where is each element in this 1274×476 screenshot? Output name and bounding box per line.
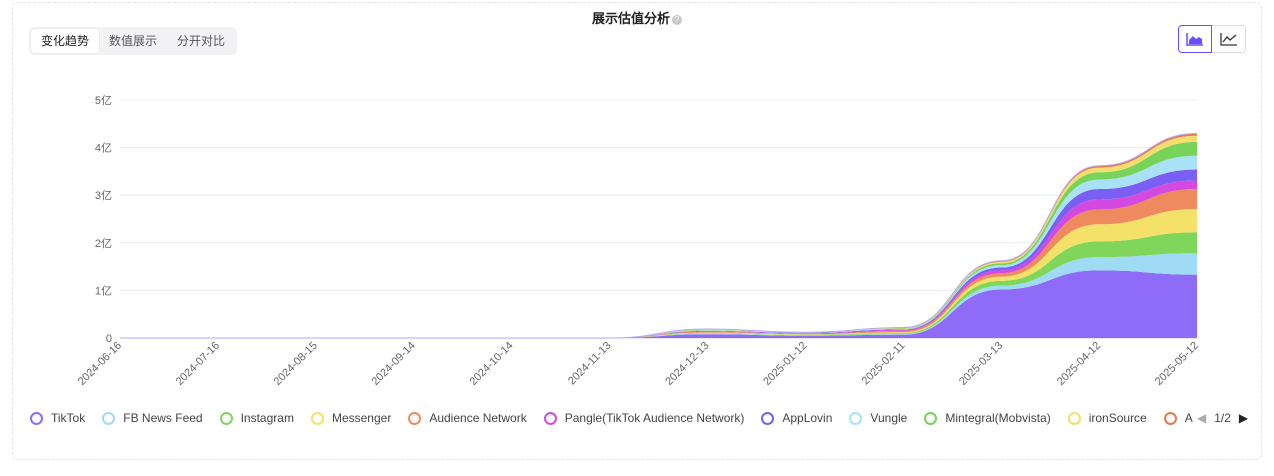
x-tick-label: 2024-07-16 <box>174 340 222 388</box>
legend-marker <box>102 411 116 425</box>
caret-right-icon[interactable]: ▶ <box>1238 411 1249 425</box>
y-tick-label: 3亿 <box>95 189 112 202</box>
series-area-1 <box>120 253 1197 338</box>
series-area-2 <box>120 232 1197 338</box>
legend-item[interactable]: Mintegral(Mobvista) <box>924 411 1051 425</box>
view-tabs: 变化趋势 数值展示 分开对比 <box>29 27 238 55</box>
chart-legend: TikTok FB News Feed Instagram Messenger Audi… <box>30 408 1210 428</box>
legend-item[interactable]: Audience Network <box>408 411 527 425</box>
legend-label: FB News Feed <box>123 411 203 425</box>
legend-item[interactable]: AppLovin <box>761 411 832 425</box>
x-tick-label: 2025-03-13 <box>957 340 1005 388</box>
legend-marker <box>849 411 863 425</box>
legend-marker <box>543 411 557 425</box>
legend-label: ironSource <box>1088 411 1147 425</box>
legend-item[interactable]: Messenger <box>310 411 392 425</box>
chart-title: 展示估值分析 <box>591 11 670 26</box>
legend-item[interactable]: TikTok <box>30 411 85 425</box>
legend-label: AppLovin <box>782 411 833 425</box>
legend-label: Messenger <box>331 411 392 425</box>
series-area-0 <box>120 270 1197 338</box>
legend-item[interactable]: Instagram <box>219 411 294 425</box>
legend-marker <box>1067 411 1081 425</box>
y-tick-label: 2亿 <box>95 237 112 250</box>
legend-marker <box>30 411 43 425</box>
area-chart-icon <box>1186 33 1203 46</box>
legend-label: Instagram <box>240 411 294 425</box>
legend-marker <box>1163 411 1177 425</box>
y-tick-label: 0 <box>106 333 112 345</box>
tab-values[interactable]: 数值展示 <box>109 34 158 48</box>
x-tick-label: 2025-04-12 <box>1055 340 1103 388</box>
legend-marker <box>924 411 938 425</box>
legend-label: TikTok <box>51 411 86 425</box>
x-tick-label: 2025-02-11 <box>860 340 908 388</box>
x-tick-label: 2024-12-13 <box>663 340 711 388</box>
legend-page-indicator: 1/2 <box>1214 411 1231 425</box>
question-icon[interactable]: ? <box>672 14 682 25</box>
legend-label: Mintegral(Mobvista) <box>945 411 1051 425</box>
area-chart-button[interactable] <box>1178 25 1212 53</box>
legend-item[interactable]: ironSource <box>1067 411 1147 425</box>
legend-label: Vungle <box>870 411 908 425</box>
legend-label: A <box>1184 411 1193 425</box>
legend-pager: ◀ 1/2 ▶ <box>1195 408 1249 428</box>
x-tick-label: 2025-01-12 <box>761 340 809 388</box>
tab-compare[interactable]: 分开对比 <box>177 34 226 48</box>
legend-item[interactable]: FB News Feed <box>102 411 203 425</box>
chart-card <box>12 2 1262 460</box>
x-tick-label: 2024-06-16 <box>76 340 124 388</box>
y-tick-label: 1亿 <box>95 284 112 297</box>
legend-item[interactable]: A <box>1163 411 1193 425</box>
legend-item[interactable]: Pangle(TikTok Audience Network) <box>543 411 745 425</box>
line-chart-icon <box>1219 33 1237 46</box>
line-chart-button[interactable] <box>1212 25 1246 53</box>
y-tick-label: 4亿 <box>95 142 112 155</box>
legend-marker <box>219 411 233 425</box>
caret-left-icon[interactable]: ◀ <box>1197 411 1207 425</box>
legend-marker <box>761 411 775 425</box>
legend-marker <box>408 411 422 425</box>
x-tick-label: 2024-08-15 <box>272 340 320 388</box>
chart-title-row: 展示估值分析? <box>0 8 1274 27</box>
tab-trend[interactable]: 变化趋势 <box>31 29 100 53</box>
total-outline <box>119 132 1198 339</box>
x-tick-label: 2024-09-14 <box>370 340 418 388</box>
legend-label: Pangle(TikTok Audience Network) <box>564 411 745 425</box>
x-tick-label: 2024-10-14 <box>467 340 515 388</box>
chart-type-toggle <box>1178 25 1246 53</box>
x-tick-label: 2024-11-13 <box>566 340 614 388</box>
x-tick-label: 2025-05-12 <box>1153 340 1201 388</box>
legend-label: Audience Network <box>429 411 527 425</box>
legend-item[interactable]: Vungle <box>849 411 907 425</box>
legend-marker <box>310 411 324 425</box>
y-tick-label: 5亿 <box>95 94 112 107</box>
